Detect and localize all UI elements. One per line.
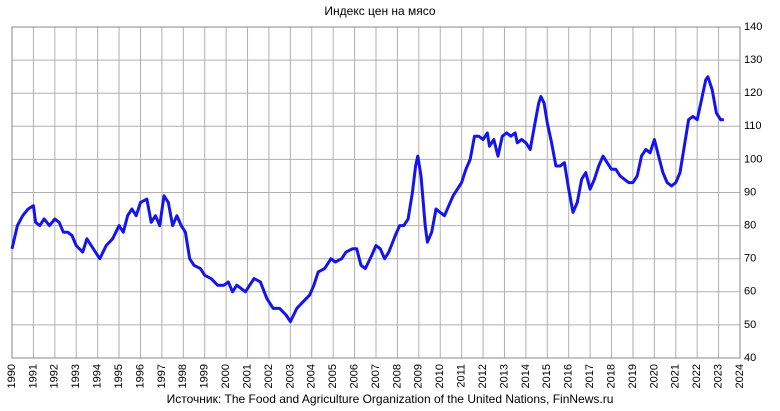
x-tick-label: 2000 <box>220 364 232 388</box>
x-tick-label: 2014 <box>520 364 532 388</box>
x-tick-label: 2017 <box>584 364 596 388</box>
x-tick-label: 2021 <box>670 364 682 388</box>
x-tick-label: 1997 <box>156 364 168 388</box>
y-tick-label: 80 <box>744 220 756 232</box>
y-tick-label: 100 <box>744 153 762 165</box>
y-tick-label: 130 <box>744 54 762 66</box>
x-tick-label: 2004 <box>306 364 318 388</box>
x-tick-label: 2006 <box>348 364 360 388</box>
x-tick-label: 1990 <box>6 364 18 388</box>
x-tick-label: 2015 <box>541 364 553 388</box>
source-note: Источник: The Food and Agriculture Organ… <box>167 392 614 406</box>
y-tick-label: 110 <box>744 120 762 132</box>
chart-title: Индекс цен на мясо <box>324 4 436 18</box>
x-tick-label: 2018 <box>605 364 617 388</box>
x-tick-label: 2013 <box>498 364 510 388</box>
x-tick-label: 2010 <box>434 364 446 388</box>
y-tick-label: 90 <box>744 186 756 198</box>
y-tick-label: 40 <box>744 352 756 364</box>
x-tick-label: 2022 <box>691 364 703 388</box>
y-tick-label: 140 <box>744 21 762 33</box>
data-line <box>10 75 724 324</box>
x-tick-label: 1992 <box>49 364 61 388</box>
x-tick-label: 2002 <box>263 364 275 388</box>
x-tick-label: 2008 <box>391 364 403 388</box>
x-tick-label: 2005 <box>327 364 339 388</box>
x-tick-label: 1991 <box>27 364 39 388</box>
y-tick-label: 70 <box>744 253 756 265</box>
x-tick-label: 2007 <box>370 364 382 388</box>
x-tick-label: 1993 <box>70 364 82 388</box>
x-tick-label: 1995 <box>113 364 125 388</box>
x-tick-label: 2019 <box>627 364 639 388</box>
x-tick-label: 1999 <box>199 364 211 388</box>
y-tick-label: 120 <box>744 87 762 99</box>
x-tick-label: 2001 <box>241 364 253 388</box>
x-tick-label: 2003 <box>284 364 296 388</box>
x-tick-label: 1996 <box>134 364 146 388</box>
x-tick-label: 2024 <box>734 364 746 388</box>
x-tick-label: 2012 <box>477 364 489 388</box>
x-tick-label: 2020 <box>648 364 660 388</box>
x-tick-label: 2016 <box>563 364 575 388</box>
x-tick-label: 2009 <box>413 364 425 388</box>
x-tick-label: 1998 <box>177 364 189 388</box>
x-tick-label: 2011 <box>456 364 468 388</box>
y-tick-label: 50 <box>744 319 756 331</box>
plot-frame <box>11 26 741 359</box>
y-tick-label: 60 <box>744 286 756 298</box>
x-tick-label: 1994 <box>92 364 104 388</box>
x-tick-label: 2023 <box>712 364 724 388</box>
